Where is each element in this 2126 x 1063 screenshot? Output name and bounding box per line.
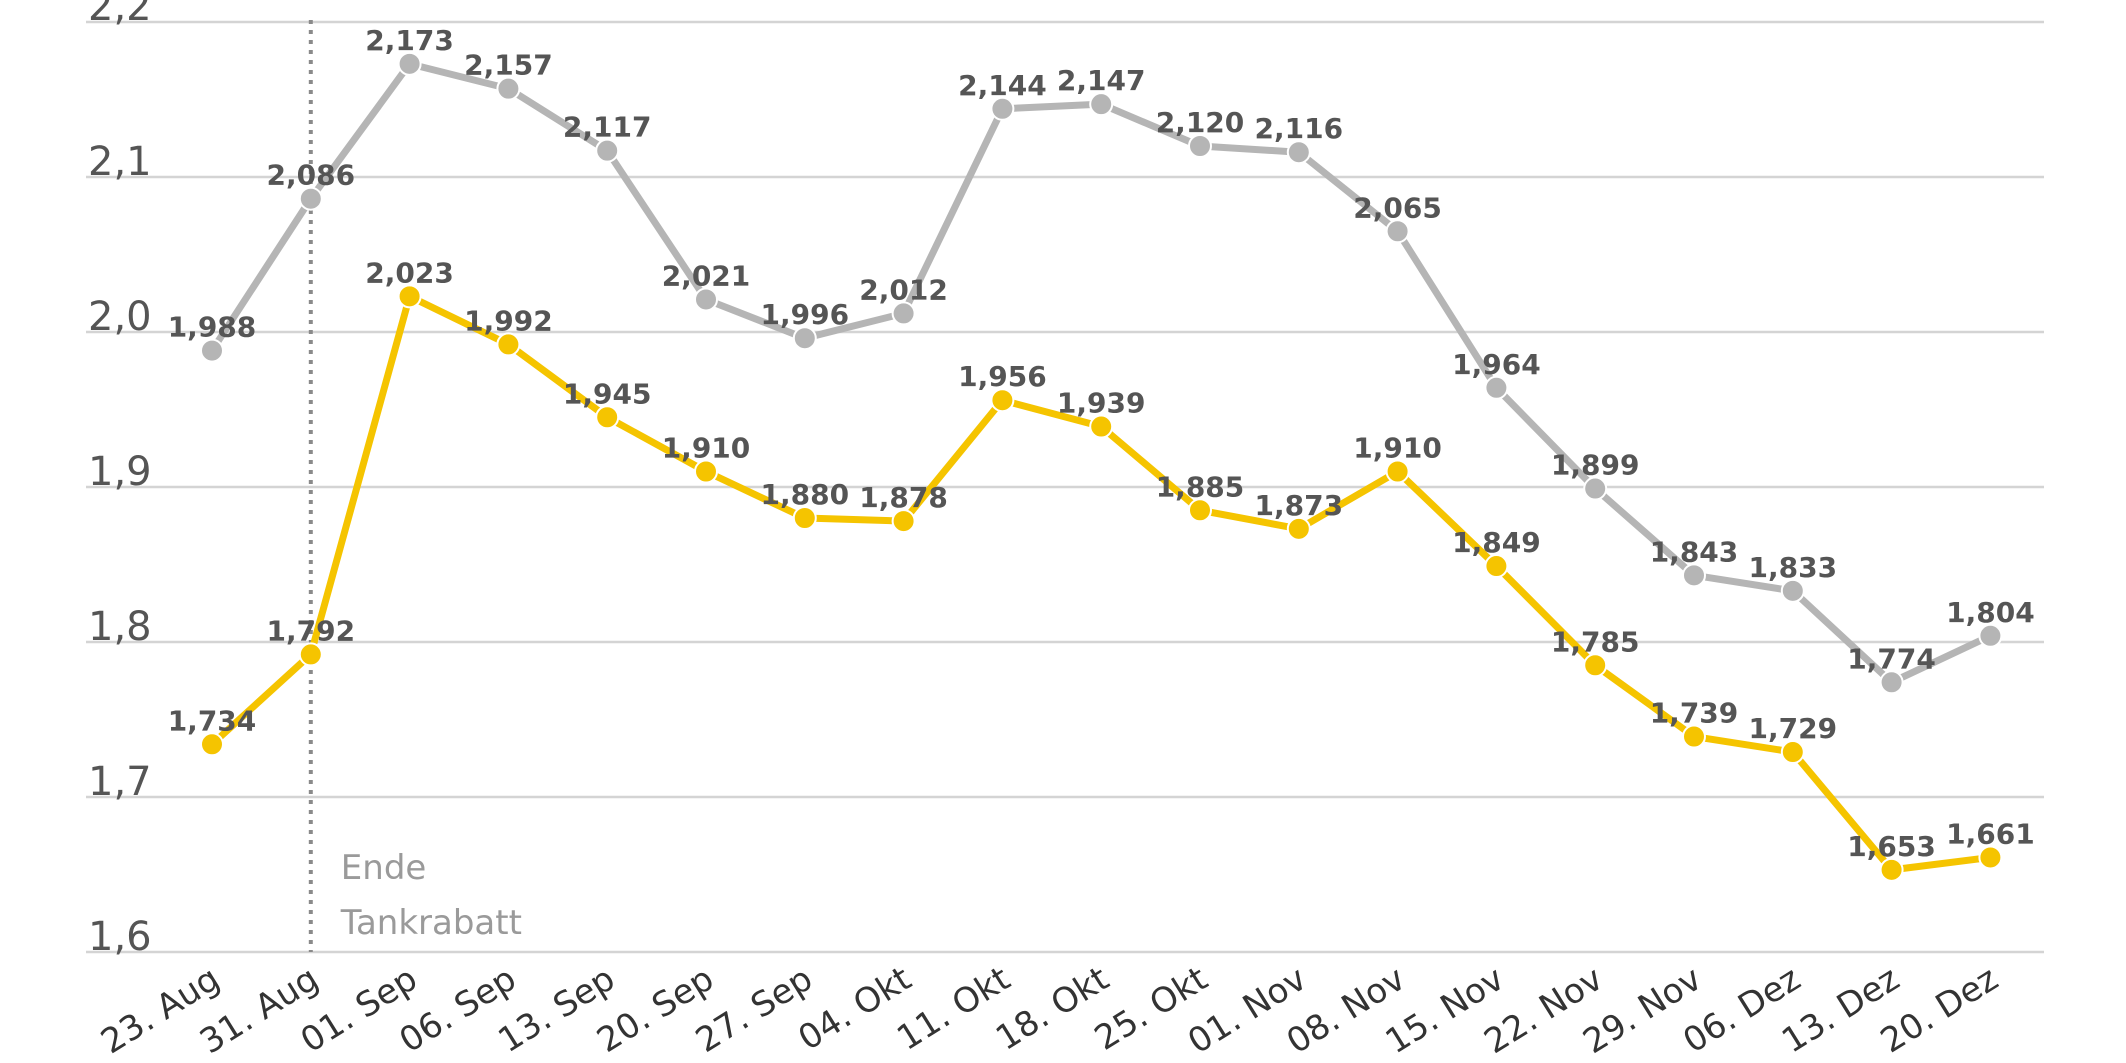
gray-data-label: 1,774 (1847, 642, 1936, 675)
x-tick-label: 11. Okt (890, 959, 1017, 1059)
gray-point (1089, 92, 1114, 117)
gray-series-line (209, 60, 1992, 686)
series (200, 51, 2003, 882)
yellow-point (694, 459, 718, 484)
y-tick-label: 2,0 (88, 294, 152, 340)
yellow-data-label: 1,653 (1847, 830, 1936, 863)
yellow-data-label: 1,956 (958, 360, 1047, 393)
yellow-data-label: 1,739 (1650, 697, 1739, 730)
yellow-data-label: 1,661 (1946, 817, 2035, 850)
gray-point (496, 76, 521, 101)
yellow-data-label: 2,023 (365, 256, 454, 289)
yellow-point (1780, 740, 1805, 765)
yellow-data-label: 1,785 (1551, 625, 1640, 658)
gray-data-label: 1,899 (1551, 449, 1640, 482)
gray-point (1583, 476, 1608, 501)
annotation-line-ende: Ende (341, 848, 427, 888)
yellow-point (891, 509, 916, 534)
gray-data-label: 2,157 (464, 49, 553, 82)
yellow-point (1188, 498, 1212, 523)
yellow-point (1484, 554, 1509, 579)
gray-point (990, 96, 1015, 121)
gray-point (1286, 140, 1311, 165)
gray-point (1780, 578, 1805, 603)
gray-data-label: 1,964 (1452, 348, 1541, 381)
gray-data-label: 2,120 (1156, 106, 1245, 139)
grid-lines (86, 20, 2044, 954)
gray-point (1188, 134, 1212, 158)
gray-data-label: 2,012 (859, 273, 948, 306)
y-tick-label: 1,9 (88, 449, 152, 495)
gray-point (1484, 375, 1509, 400)
gray-data-label: 1,804 (1946, 596, 2035, 629)
gray-data-label: 2,065 (1353, 191, 1442, 224)
yellow-data-label: 1,734 (168, 704, 257, 737)
yellow-point (397, 284, 422, 309)
gray-data-label: 2,147 (1057, 64, 1146, 97)
gray-data-label: 2,116 (1255, 112, 1344, 145)
gray-point (694, 287, 718, 312)
y-tick-label: 2,1 (88, 139, 152, 185)
y-axis-ticks: 1,6 1,7 1,8 1,9 2,0 2,1 2,2 (88, 0, 152, 960)
yellow-data-label: 1,792 (267, 614, 356, 647)
yellow-point (595, 405, 620, 430)
yellow-data-label: 1,939 (1057, 387, 1146, 420)
yellow-point (990, 388, 1015, 413)
gray-point (397, 51, 422, 76)
gray-point (1385, 219, 1410, 244)
gray-point (792, 326, 817, 351)
yellow-data-label: 1,910 (1353, 432, 1442, 465)
yellow-data-label: 1,729 (1749, 712, 1838, 745)
yellow-data-label: 1,992 (464, 304, 553, 337)
x-tick-label: 04. Okt (791, 959, 918, 1059)
gray-data-label: 1,996 (761, 298, 850, 331)
gray-point (1879, 670, 1904, 695)
gray-data-label: 2,117 (563, 111, 652, 144)
gray-point (200, 338, 224, 363)
gray-point (595, 138, 620, 163)
yellow-point (792, 506, 817, 530)
yellow-data-label: 1,910 (662, 432, 751, 465)
yellow-point (1879, 857, 1904, 882)
tankrabatt-marker: Ende Tankrabatt (308, 20, 522, 952)
yellow-data-label: 1,849 (1452, 526, 1541, 559)
gray-point (1978, 623, 2003, 648)
y-tick-label: 1,7 (88, 759, 152, 805)
gray-data-label: 2,086 (267, 159, 356, 192)
yellow-point (298, 642, 323, 667)
gray-data-label: 1,988 (168, 311, 257, 344)
yellow-point (1682, 724, 1706, 749)
yellow-point (1583, 653, 1608, 678)
yellow-point (1978, 845, 2003, 870)
yellow-point (1385, 459, 1410, 484)
yellow-data-label: 1,945 (563, 377, 652, 410)
data-labels: 1,988 2,086 2,173 2,157 2,117 2,021 1,996 2,012… (168, 24, 2035, 863)
yellow-point (200, 732, 224, 757)
y-tick-label: 1,6 (88, 914, 152, 960)
gray-data-label: 2,144 (958, 69, 1047, 102)
gray-data-label: 1,843 (1650, 535, 1739, 568)
yellow-data-label: 1,880 (761, 478, 850, 511)
yellow-point (1089, 414, 1114, 439)
x-tick-label: 18. Okt (989, 959, 1116, 1059)
y-tick-label: 2,2 (88, 0, 152, 30)
gray-data-label: 2,173 (365, 24, 454, 57)
yellow-data-label: 1,878 (859, 481, 948, 514)
yellow-point (1286, 516, 1311, 541)
gray-data-label: 1,833 (1749, 551, 1838, 584)
gray-data-label: 2,021 (662, 259, 751, 292)
gray-point (298, 186, 323, 211)
gray-point (1682, 563, 1706, 588)
yellow-data-label: 1,873 (1255, 489, 1344, 522)
y-tick-label: 1,8 (88, 604, 152, 650)
gray-point (891, 301, 916, 326)
yellow-point (496, 332, 521, 357)
annotation-line-tankrabatt: Tankrabatt (340, 903, 522, 943)
yellow-data-label: 1,885 (1156, 470, 1245, 503)
